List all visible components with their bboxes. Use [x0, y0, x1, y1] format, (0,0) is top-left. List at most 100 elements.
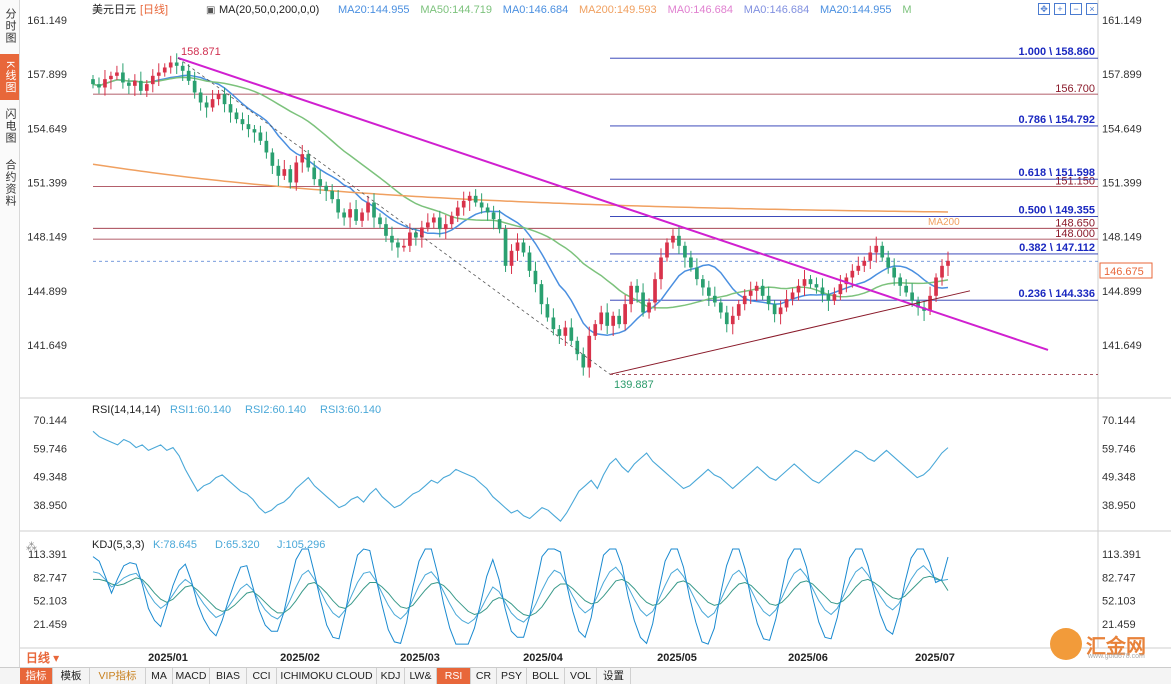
toolbar-item-5[interactable]: MACD [173, 668, 210, 684]
price-tick-label: 157.899 [1102, 69, 1142, 81]
level-label: 148.000 [1055, 228, 1095, 240]
candle-body [635, 285, 639, 293]
toolbar-item-6[interactable]: BIAS [210, 668, 247, 684]
toolbar-item-12[interactable]: CR [471, 668, 497, 684]
candle-body [515, 242, 520, 251]
toolbar-item-11[interactable]: RSI [437, 668, 471, 684]
toolbar-item-13[interactable]: PSY [497, 668, 527, 684]
candle-body [647, 302, 651, 313]
rsi-tick-label: 49.348 [1102, 472, 1136, 484]
candle-body [874, 245, 879, 253]
kdj-d-line [93, 575, 949, 617]
candle-body [198, 92, 203, 103]
fib-label: 0.786 \ 154.792 [1019, 114, 1095, 126]
candle-body [539, 284, 544, 305]
toolbar-item-15[interactable]: VOL [565, 668, 597, 684]
kdj-values: K:78.645 D:65.320 J:105.296 [153, 539, 325, 551]
level-label: 148.650 [1055, 217, 1095, 229]
candle-body [324, 185, 329, 191]
toolbar-item-14[interactable]: BOLL [527, 668, 565, 684]
candle-body [718, 302, 723, 313]
toolbar-item-1[interactable]: 指标 [20, 668, 53, 684]
candle-body [491, 212, 496, 220]
rsi-tick-label: 59.746 [1102, 443, 1136, 455]
candle-body [348, 209, 352, 218]
kdj-tick-label: 82.747 [1102, 572, 1136, 584]
toolbar-item-2[interactable]: 模板 [53, 668, 90, 684]
tab-timeshare[interactable]: 分时图 [4, 8, 16, 44]
symbol-name: 美元日元 [92, 3, 136, 16]
candle-body [593, 324, 598, 336]
candle-body [934, 277, 938, 296]
candle-body [204, 102, 209, 108]
kdj-tick-label: 21.459 [1102, 619, 1136, 631]
price-tick-label-left: 157.899 [27, 69, 67, 81]
candle-body [563, 327, 568, 336]
candle-body [880, 245, 885, 258]
candle-body [557, 329, 562, 336]
candle-body [228, 104, 233, 113]
candle-body [760, 285, 765, 296]
candle-body [706, 287, 711, 296]
kdj-j-line [92, 548, 949, 645]
rsi-value-0: RSI1:60.140 [170, 404, 231, 416]
candle-body [473, 195, 478, 203]
candle-body [246, 124, 251, 130]
kdj-value-0: K:78.645 [153, 539, 197, 551]
candle-body [886, 257, 891, 268]
tab-lightning[interactable]: 闪电图 [4, 108, 16, 144]
price-tick-label: 144.899 [1102, 286, 1142, 298]
crosshair-icon[interactable]: + [1054, 3, 1066, 15]
candle-body [384, 224, 388, 236]
brand-name: 汇金网 [1086, 636, 1146, 658]
toolbar-item-10[interactable]: LW& [405, 668, 437, 684]
ma-value-0: MA20:144.955 [338, 4, 410, 16]
candle-body [156, 72, 161, 76]
toolbar-item-8[interactable]: ICHIMOKU CLOUD [277, 668, 377, 684]
candle-body [671, 235, 675, 243]
fib-label: 0.500 \ 149.355 [1019, 205, 1095, 217]
candle-body [940, 265, 944, 278]
candle-body [420, 227, 424, 238]
zoom-out-icon[interactable]: − [1070, 3, 1082, 15]
tab-contract-info[interactable]: 合约资料 [4, 159, 16, 207]
candle-body [342, 212, 346, 218]
tab-kline[interactable]: K线图 [0, 54, 19, 100]
rsi-tick-label-left: 70.144 [33, 415, 67, 427]
ma-value-6: MA20:144.955 [820, 4, 892, 16]
price-tick-label: 141.649 [1102, 340, 1142, 352]
toolbar-item-4[interactable]: MA [146, 668, 173, 684]
candle-body [946, 260, 950, 266]
candle-body [414, 232, 418, 238]
brand-logo-icon [1050, 628, 1082, 660]
ma50-line [92, 76, 949, 309]
candle-body [766, 295, 771, 305]
toolbar-item-9[interactable]: KDJ [377, 668, 405, 684]
candle-body [748, 290, 753, 296]
rsi-tick-label-left: 49.348 [33, 472, 67, 484]
candle-body [372, 202, 376, 218]
kdj-label: KDJ(5,3,3) [92, 539, 145, 551]
toolbar-item-16[interactable]: 设置 [597, 668, 631, 684]
toolbar-item-3[interactable]: VIP指标 [90, 668, 146, 684]
kdj-tick-label: 113.391 [1102, 549, 1141, 561]
move-icon[interactable]: ✥ [1038, 3, 1050, 15]
candle-body [629, 285, 633, 305]
toolbar-item-7[interactable]: CCI [247, 668, 277, 684]
candle-body [121, 72, 125, 83]
candle-body [820, 287, 825, 295]
candle-body [826, 294, 831, 301]
fib-anchor-line [177, 57, 611, 375]
rsi-tick-label: 70.144 [1102, 415, 1136, 427]
candle-body [599, 312, 604, 325]
candle-body [695, 267, 699, 280]
candle-body [216, 94, 221, 100]
candle-body [844, 277, 849, 285]
candle-body [408, 232, 412, 246]
rsi-value-1: RSI2:60.140 [245, 404, 306, 416]
toolbar-item-0[interactable]: 日线 ▾ [25, 651, 60, 665]
candle-body [461, 200, 466, 208]
candle-body [617, 315, 621, 325]
candle-body [234, 112, 239, 120]
